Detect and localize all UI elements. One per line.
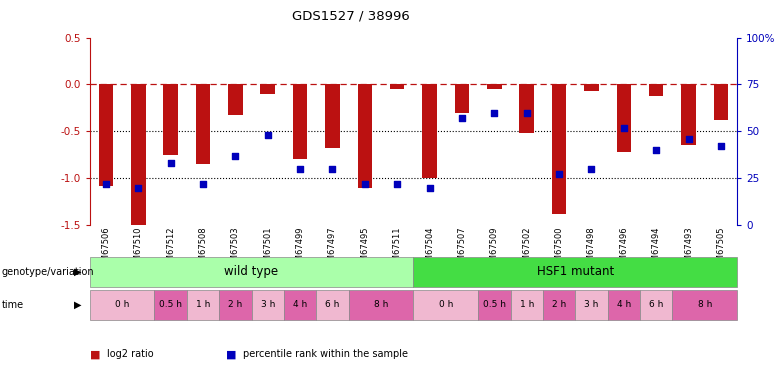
Point [391,181,403,187]
Text: 4 h: 4 h [617,300,631,309]
Point [197,181,209,187]
Bar [261,84,275,94]
Bar [422,84,437,178]
Point [326,166,339,172]
Text: 4 h: 4 h [293,300,307,309]
Text: 6 h: 6 h [325,300,339,309]
Text: 2 h: 2 h [229,300,243,309]
Point [585,166,597,172]
Point [100,181,112,187]
Bar [357,84,372,188]
Bar [390,84,405,89]
Point [553,171,566,177]
Point [165,160,177,166]
Text: HSF1 mutant: HSF1 mutant [537,266,614,278]
Point [359,181,371,187]
Text: GDS1527 / 38996: GDS1527 / 38996 [292,9,410,22]
Point [261,132,274,138]
Text: 0.5 h: 0.5 h [483,300,505,309]
Text: genotype/variation: genotype/variation [2,267,94,277]
Point [618,124,630,130]
Bar [228,84,243,116]
Text: 2 h: 2 h [552,300,566,309]
Point [294,166,307,172]
Bar [98,84,113,186]
Bar [163,84,178,155]
Bar [292,84,307,159]
Bar [714,84,729,120]
Bar [616,84,631,152]
Text: percentile rank within the sample: percentile rank within the sample [243,350,409,359]
Bar [519,84,534,133]
Text: 8 h: 8 h [697,300,712,309]
Text: 8 h: 8 h [374,300,388,309]
Bar [131,84,146,230]
Bar [196,84,211,164]
Text: time: time [2,300,23,309]
Text: ▶: ▶ [74,300,82,309]
Text: wild type: wild type [225,266,278,278]
Text: 6 h: 6 h [649,300,663,309]
Bar [649,84,664,96]
Text: ▶: ▶ [74,267,82,277]
Text: 1 h: 1 h [196,300,210,309]
Bar [681,84,696,146]
Bar [551,84,566,214]
Point [229,153,242,159]
Text: ■: ■ [226,350,236,359]
Point [456,115,468,121]
Point [424,184,436,190]
Text: log2 ratio: log2 ratio [107,350,154,359]
Text: 3 h: 3 h [584,300,598,309]
Text: ■: ■ [90,350,100,359]
Point [488,110,501,116]
Point [714,143,727,149]
Point [682,136,695,142]
Text: 1 h: 1 h [519,300,534,309]
Text: 0 h: 0 h [438,300,453,309]
Point [650,147,662,153]
Bar [455,84,470,112]
Point [520,110,533,116]
Text: 3 h: 3 h [261,300,275,309]
Bar [487,84,502,89]
Bar [325,84,340,148]
Bar [584,84,599,91]
Text: 0.5 h: 0.5 h [159,300,182,309]
Text: 0 h: 0 h [115,300,129,309]
Point [132,184,144,190]
